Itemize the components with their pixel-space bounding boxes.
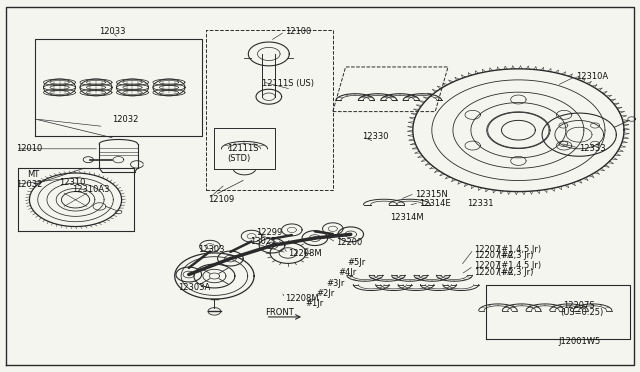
Text: (STD): (STD) [227, 154, 250, 163]
Text: 12111S (US): 12111S (US) [262, 79, 314, 88]
Text: 12333: 12333 [579, 144, 606, 153]
Text: 12207S: 12207S [563, 301, 595, 310]
Text: 12207+A: 12207+A [474, 251, 513, 260]
Text: 12314E: 12314E [419, 199, 451, 208]
Text: #1Jr: #1Jr [305, 299, 324, 308]
Text: 12111S: 12111S [227, 144, 259, 153]
Text: #5Jr: #5Jr [348, 258, 366, 267]
Text: 12310: 12310 [59, 178, 85, 187]
Text: 12303A: 12303A [178, 283, 210, 292]
Text: 12207+A: 12207+A [474, 268, 513, 277]
Text: 12208M: 12208M [285, 294, 319, 303]
Text: 12303: 12303 [198, 245, 225, 254]
Text: 12207: 12207 [474, 245, 500, 254]
Text: 12310A: 12310A [576, 72, 608, 81]
Text: 12315N: 12315N [415, 190, 447, 199]
Text: 12109: 12109 [208, 195, 234, 203]
Text: 12330: 12330 [362, 132, 388, 141]
Text: 12032: 12032 [16, 180, 42, 189]
Text: J12001W5: J12001W5 [558, 337, 600, 346]
Text: 12033: 12033 [99, 27, 125, 36]
Text: 12314M: 12314M [390, 213, 424, 222]
Text: 12010: 12010 [16, 144, 42, 153]
Text: FRONT: FRONT [266, 308, 294, 317]
Text: 12331: 12331 [467, 199, 493, 208]
Text: 12100: 12100 [285, 27, 311, 36]
Text: 13021: 13021 [250, 237, 276, 246]
Text: #4Jr: #4Jr [338, 268, 356, 277]
Text: MT: MT [27, 170, 39, 179]
Text: (#1,4,5 Jr): (#1,4,5 Jr) [498, 262, 541, 270]
Text: #3Jr: #3Jr [326, 279, 345, 288]
Text: (#2,3 Jr): (#2,3 Jr) [498, 251, 533, 260]
Text: (#1,4,5 Jr): (#1,4,5 Jr) [498, 245, 541, 254]
Text: (US=0.25): (US=0.25) [561, 308, 604, 317]
Text: 12310A3: 12310A3 [72, 185, 109, 194]
Text: 12032: 12032 [112, 115, 138, 124]
Text: 12208M: 12208M [288, 249, 322, 258]
Text: 12299: 12299 [256, 228, 282, 237]
Text: 12207: 12207 [474, 262, 500, 270]
Text: 12200: 12200 [336, 238, 362, 247]
Text: (#2,3 Jr): (#2,3 Jr) [498, 268, 533, 277]
Text: #2Jr: #2Jr [317, 289, 335, 298]
